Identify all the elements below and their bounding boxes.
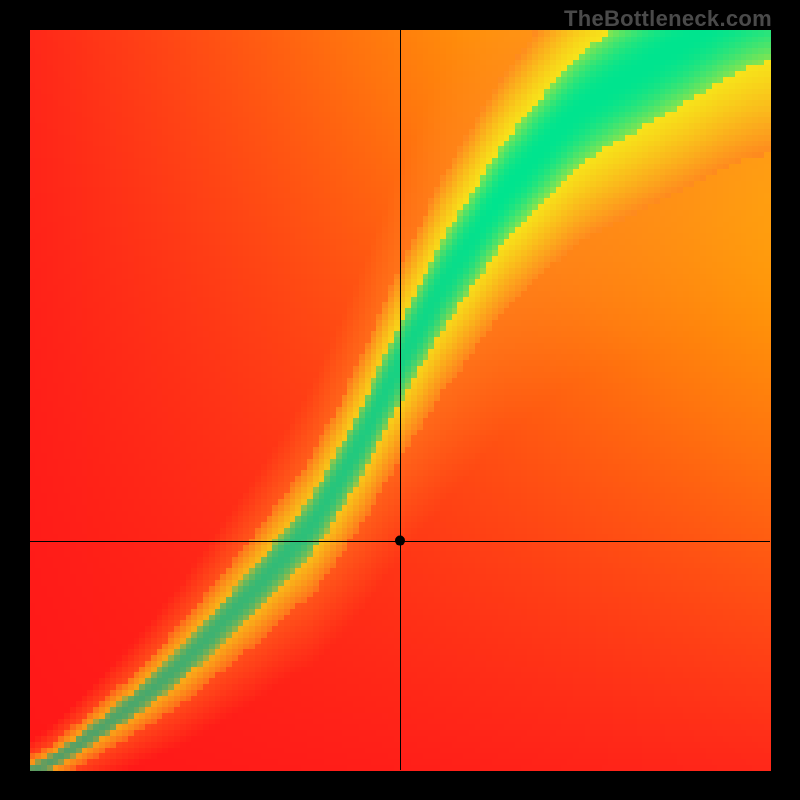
- bottleneck-heatmap: [0, 0, 800, 800]
- chart-stage: TheBottleneck.com: [0, 0, 800, 800]
